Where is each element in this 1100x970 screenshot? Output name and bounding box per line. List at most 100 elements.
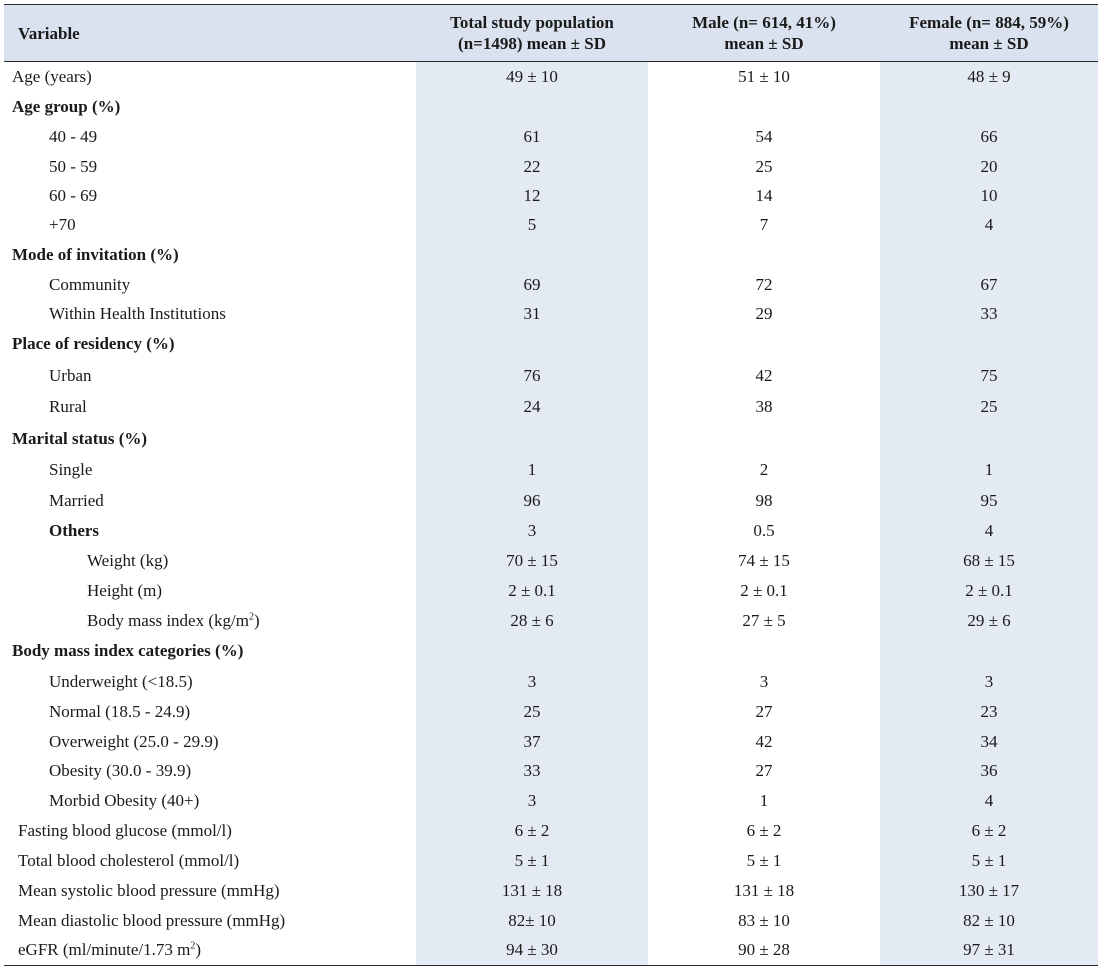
row-label: Morbid Obesity (40+) bbox=[4, 786, 416, 816]
header-variable: Variable bbox=[4, 4, 416, 62]
row-label: 50 - 59 bbox=[4, 152, 416, 182]
cell-female: 4 bbox=[880, 785, 1098, 816]
row-label: Underweight (<18.5) bbox=[4, 667, 416, 697]
table-row: Normal (18.5 - 24.9) 25 27 23 bbox=[4, 696, 1098, 727]
row-label-superscript: 2 bbox=[190, 940, 196, 952]
cell-male: 14 bbox=[755, 186, 773, 205]
cell-male: 5 ± 1 bbox=[746, 850, 782, 870]
table-header: Variable Total study population (n=1498) … bbox=[4, 4, 1098, 62]
cell-female: 29 ± 6 bbox=[880, 605, 1098, 636]
cell-female: 67 bbox=[880, 269, 1098, 300]
cell-female: 20 bbox=[880, 151, 1098, 182]
cell-male: 25 bbox=[755, 156, 773, 176]
cell-female: 36 bbox=[880, 756, 1098, 786]
cell-male: 2 bbox=[759, 460, 769, 479]
table-row: Mean systolic blood pressure (mmHg) 131 ±… bbox=[4, 875, 1098, 906]
cell-female: 1 bbox=[880, 454, 1098, 486]
table-row: Others 3 0.5 4 bbox=[4, 515, 1098, 546]
cell-female: 4 bbox=[880, 515, 1098, 546]
row-label: Married bbox=[4, 486, 416, 516]
cell-male bbox=[648, 636, 880, 667]
header-male: Male (n= 614, 41%) mean ± SD bbox=[648, 4, 880, 62]
table-row: Urban 76 42 75 bbox=[4, 359, 1098, 392]
cell-total bbox=[416, 239, 648, 270]
cell-total bbox=[416, 328, 648, 360]
table-row: Community 69 72 67 bbox=[4, 269, 1098, 300]
row-label-text: Overweight (25.0 - 29.9) bbox=[49, 731, 219, 751]
row-label: Overweight (25.0 - 29.9) bbox=[4, 727, 416, 757]
cell-total: 24 bbox=[416, 391, 648, 423]
cell-male: 131 ± 18 bbox=[733, 880, 795, 900]
row-label: Place of residency (%) bbox=[4, 329, 416, 360]
cell-total: 70 ± 15 bbox=[416, 545, 648, 576]
header-female-line1: Female (n= 884, 59%) bbox=[909, 13, 1069, 32]
row-label: Height (m) bbox=[4, 576, 416, 606]
cell-female bbox=[880, 328, 1098, 360]
table-row: Mean diastolic blood pressure (mmHg) 82± … bbox=[4, 905, 1098, 936]
characteristics-table: Variable Total study population (n=1498) … bbox=[4, 4, 1098, 966]
row-label-text: Place of residency (%) bbox=[12, 334, 175, 353]
cell-female: 2 ± 0.1 bbox=[880, 575, 1098, 606]
table-row: Overweight (25.0 - 29.9) 37 42 34 bbox=[4, 726, 1098, 757]
cell-total: 96 bbox=[416, 485, 648, 516]
table-row: +70 5 7 4 bbox=[4, 210, 1098, 240]
header-total: Total study population (n=1498) mean ± SD bbox=[416, 4, 648, 62]
row-label-text: Normal (18.5 - 24.9) bbox=[49, 701, 191, 721]
cell-total: 3 bbox=[416, 666, 648, 697]
table-row: 40 - 49 61 54 66 bbox=[4, 121, 1098, 152]
cell-female bbox=[880, 91, 1098, 122]
table-row: Total blood cholesterol (mmol/l) 5 ± 1 5 ±… bbox=[4, 845, 1098, 876]
cell-female: 82 ± 10 bbox=[880, 905, 1098, 936]
cell-female: 10 bbox=[880, 181, 1098, 211]
row-label-text: Within Health Institutions bbox=[49, 304, 226, 323]
row-label-text: eGFR (ml/minute/1.73 m bbox=[18, 940, 191, 960]
row-label-text: Urban bbox=[49, 365, 92, 385]
row-label: Marital status (%) bbox=[4, 423, 416, 455]
cell-male: 0.5 bbox=[753, 520, 775, 540]
cell-female bbox=[880, 239, 1098, 270]
row-label-tail: ) bbox=[253, 610, 260, 630]
row-label-text: Morbid Obesity (40+) bbox=[49, 790, 200, 810]
cell-total: 5 bbox=[416, 210, 648, 240]
cell-total: 5 ± 1 bbox=[416, 845, 648, 876]
cell-male bbox=[648, 92, 880, 122]
cell-male: 29 bbox=[755, 304, 773, 323]
row-label: Obesity (30.0 - 39.9) bbox=[4, 757, 416, 786]
table-row: Rural 24 38 25 bbox=[4, 391, 1098, 423]
table-row: Height (m) 2 ± 0.1 2 ± 0.1 2 ± 0.1 bbox=[4, 575, 1098, 606]
table-row: Place of residency (%) bbox=[4, 328, 1098, 360]
row-label-text: Mean diastolic blood pressure (mmHg) bbox=[18, 910, 286, 930]
cell-male: 42 bbox=[755, 365, 773, 385]
cell-female: 6 ± 2 bbox=[880, 815, 1098, 846]
row-label-text: +70 bbox=[49, 215, 76, 234]
cell-male: 2 ± 0.1 bbox=[740, 580, 788, 600]
cell-female: 4 bbox=[880, 210, 1098, 240]
row-label-text: Age group (%) bbox=[12, 96, 121, 116]
cell-total: 31 bbox=[416, 299, 648, 329]
cell-female bbox=[880, 635, 1098, 667]
header-female: Female (n= 884, 59%) mean ± SD bbox=[880, 4, 1098, 62]
cell-total: 28 ± 6 bbox=[416, 605, 648, 636]
header-male-line2: mean ± SD bbox=[724, 34, 804, 53]
header-female-line2: mean ± SD bbox=[949, 34, 1029, 53]
cell-male bbox=[648, 423, 880, 455]
row-label-text: Height (m) bbox=[87, 580, 163, 600]
row-label: Urban bbox=[4, 360, 416, 392]
row-label-text: Community bbox=[49, 274, 131, 294]
row-label-text: Total blood cholesterol (mmol/l) bbox=[18, 850, 240, 870]
row-label-text: Underweight (<18.5) bbox=[49, 671, 193, 691]
table-row: Mode of invitation (%) bbox=[4, 239, 1098, 270]
cell-male: 27 bbox=[755, 701, 773, 721]
header-row: Variable Total study population (n=1498) … bbox=[4, 4, 1098, 62]
header-total-line1: Total study population bbox=[450, 13, 614, 32]
row-label-text: Body mass index (kg/m bbox=[87, 610, 249, 630]
cell-total: 6 ± 2 bbox=[416, 815, 648, 846]
cell-female: 97 ± 31 bbox=[880, 935, 1098, 966]
cell-total: 1 bbox=[416, 454, 648, 486]
row-label-text: 60 - 69 bbox=[49, 186, 98, 205]
cell-male: 27 ± 5 bbox=[742, 610, 786, 630]
row-label-text: Fasting blood glucose (mmol/l) bbox=[18, 820, 232, 840]
table-row: Married 96 98 95 bbox=[4, 485, 1098, 516]
row-label: Total blood cholesterol (mmol/l) bbox=[4, 846, 416, 876]
cell-male bbox=[648, 240, 880, 270]
